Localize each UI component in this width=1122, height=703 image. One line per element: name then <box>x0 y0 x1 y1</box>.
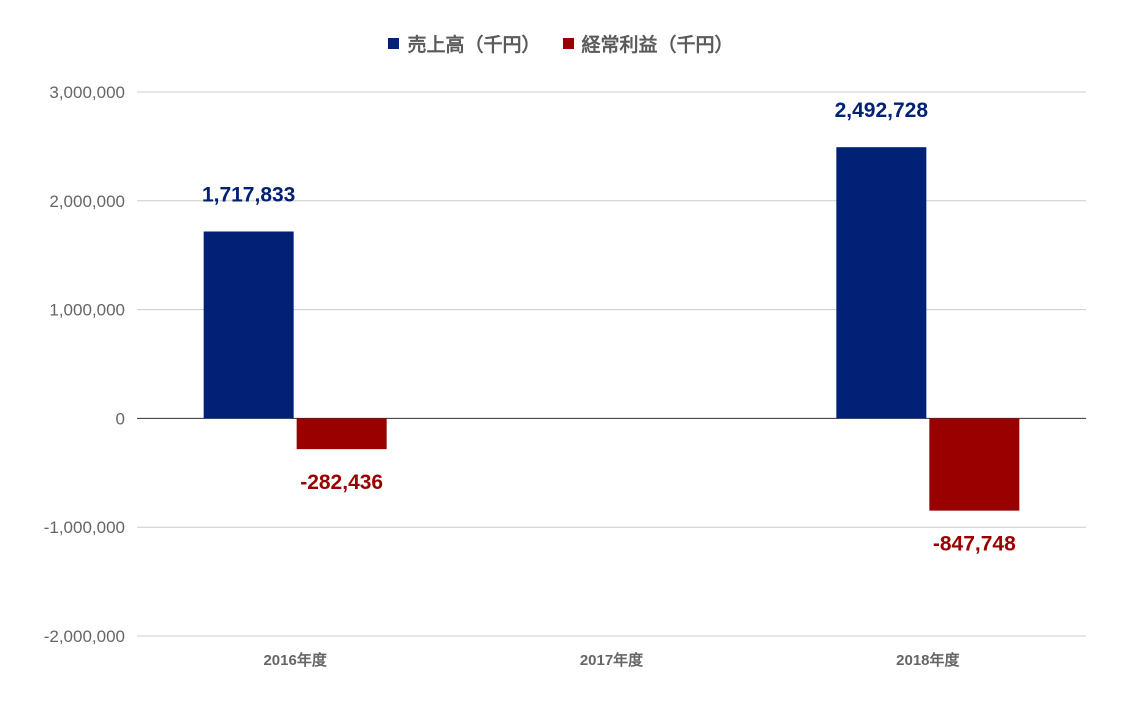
bar-profit <box>929 418 1020 511</box>
legend-swatch-sales <box>388 38 400 49</box>
legend-label-sales: 売上高（千円） <box>407 34 541 56</box>
data-label-profit: -847,748 <box>933 533 1016 556</box>
bar-sales <box>836 147 927 419</box>
y-tick-label: 0 <box>116 409 125 428</box>
legend-item-sales: 売上高（千円） <box>388 30 541 57</box>
bar-sales <box>203 231 294 419</box>
y-tick-label: -1,000,000 <box>44 518 125 537</box>
data-label-sales: 1,717,833 <box>202 183 295 206</box>
data-label-profit: -282,436 <box>300 471 383 494</box>
legend-swatch-profit <box>562 38 574 49</box>
chart-legend: 売上高（千円） 経常利益（千円） <box>0 30 1122 57</box>
y-tick-label: 1,000,000 <box>49 301 125 320</box>
legend-label-profit: 経常利益（千円） <box>581 34 734 56</box>
y-tick-label: 3,000,000 <box>49 83 125 102</box>
x-tick-label: 2018年度 <box>896 651 960 669</box>
y-tick-label: 2,000,000 <box>49 192 125 211</box>
x-tick-label: 2017年度 <box>580 651 644 669</box>
bar-profit <box>296 418 387 450</box>
legend-item-profit: 経常利益（千円） <box>562 30 734 57</box>
y-tick-label: -2,000,000 <box>44 627 125 646</box>
data-label-sales: 2,492,728 <box>835 99 929 122</box>
x-tick-label: 2016年度 <box>263 651 327 669</box>
